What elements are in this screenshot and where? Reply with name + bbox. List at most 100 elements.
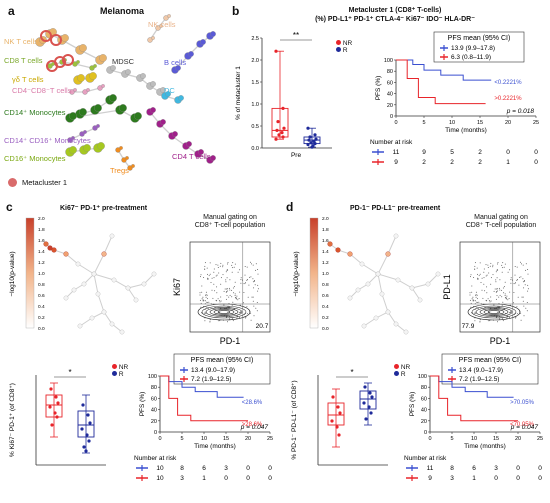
tree-node [109,233,115,239]
flow-event [470,302,472,304]
box-rect [77,410,95,438]
flow-event [501,264,503,266]
km-ytick-label: 60 [421,396,427,402]
flow-event [231,264,233,266]
km-xlabel: Time (months) [464,443,506,450]
km-xtick-label: 10 [449,120,455,126]
flow-event [211,289,213,291]
flow-event [508,316,510,318]
tree-node-hot [385,251,391,257]
flow-event [231,271,233,273]
box-point [282,126,286,130]
flow-event [249,276,251,278]
label-nk-t: NK T cells [4,37,38,46]
km-legend-blue-text: 13.4 (9.0–17.9) [191,367,235,374]
tree-node [409,285,415,291]
panel-c-flow: 20.7 Ki67 PD-1 [172,241,271,346]
panel-d-tree [327,233,441,335]
tree-node-hot [51,247,57,253]
flow-event [497,263,498,265]
tree-node [94,104,102,112]
flow-gate-value: 77.9 [462,323,475,330]
flow-event [487,267,489,268]
flow-event [257,269,259,270]
flow-event [246,279,248,281]
panel-d-legend-nr: NR [400,364,411,371]
km-xtick-label: 10 [201,436,207,442]
km-ytick-label: 80 [421,385,427,391]
flow-event [508,298,510,299]
flow-event [254,284,256,286]
tree-node [140,73,146,79]
km-curve-red [396,59,486,105]
tree-node [125,69,131,75]
flow-event [499,279,501,281]
flow-event [513,292,515,293]
flow-event [213,277,215,279]
tree-node [81,281,87,287]
km-label-red: >0.2221% [494,96,522,102]
flow-event [495,291,497,293]
flow-event [228,287,230,289]
colorbar-tick: 0.8 [38,282,45,288]
colorbar-tick: 1.8 [38,227,45,233]
tree-node [178,95,184,101]
flow-event [493,290,495,292]
flow-event [481,289,483,291]
flow-event [523,280,525,282]
km-risk-title: Number at risk [134,455,177,462]
flow-event [226,288,228,290]
tree-node [71,136,75,140]
km-risk-red-count: 3 [180,475,184,482]
tree-node [165,91,171,97]
colorbar-tick: 1.2 [322,260,329,266]
flow-event [206,267,208,269]
flow-event [475,294,476,296]
flow-event [489,301,491,303]
flow-event [204,262,206,264]
flow-event [222,274,224,276]
km-ytick-label: 100 [148,374,157,380]
flow-event [502,301,504,303]
box-point [364,417,368,421]
box-point [88,421,92,425]
flow-event [509,312,510,314]
km-xtick-label: 5 [422,120,425,126]
tree-node [150,107,156,113]
flow-event [227,263,228,265]
flow-event [204,320,206,322]
flow-event [482,297,484,299]
flow-event [520,276,522,278]
flow-event [515,282,516,284]
colorbar-tick: 0.0 [38,326,45,332]
flow-event [231,318,233,320]
panel-b-km: PFS mean (95% CI) 13.9 (9.9–17.8) 6.3 (0.8… [370,31,539,166]
flow-event [257,273,259,275]
km-risk-red-count: 1 [472,475,476,482]
km-legend-red-text: 7.2 (1.9–12.5) [191,376,231,383]
tree-node [375,271,381,277]
flow-event [495,271,497,273]
colorbar-tick: 0.4 [322,304,329,310]
flow-event [480,282,482,283]
label-cd16: CD16⁺ Monocytes [4,154,66,163]
tree-node [365,281,371,287]
flow-event [209,321,211,323]
flow-event [523,315,525,317]
flow-event [522,281,524,283]
panel-c-legend: NR R [112,364,128,378]
flow-event [227,312,229,314]
box-point [314,137,318,141]
flow-event [253,280,255,281]
tree-node-hot [327,241,333,247]
flow-event [522,300,524,302]
label-nk: NK cells [148,20,176,29]
label-dc: DC [164,86,175,95]
flow-event [240,311,242,313]
box-point [362,401,366,405]
flow-event [479,262,481,264]
flow-event [220,300,222,302]
flow-event [520,312,522,314]
flow-event [219,301,221,303]
flow-event [227,262,229,264]
